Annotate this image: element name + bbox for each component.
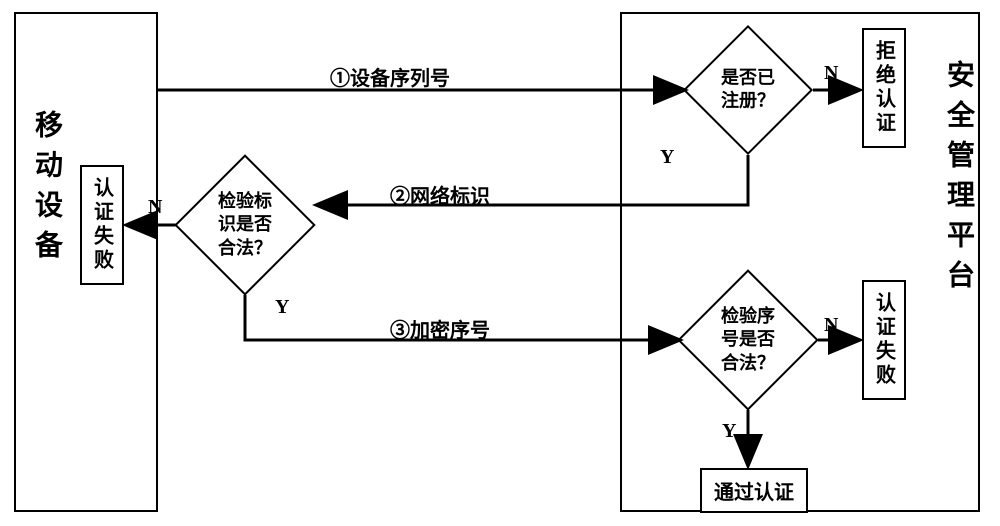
d2-n: N	[148, 196, 162, 219]
box-auth-fail-left: 认证失败	[80, 165, 124, 285]
d3-n: N	[824, 314, 838, 337]
d3-y: Y	[722, 420, 736, 443]
box-reject-auth: 拒绝认证	[862, 28, 906, 148]
arrow2-label: ②网络标识	[390, 180, 490, 209]
box-auth-pass: 通过认证	[700, 468, 808, 513]
diamond-check-serial: 检验序 号是否 合法？	[698, 290, 798, 390]
diamond-check-id: 检验标 识是否 合法？	[195, 175, 295, 275]
d2-y: Y	[275, 296, 289, 319]
d1-y: Y	[660, 146, 674, 169]
left-title: 移动设备	[26, 110, 66, 270]
arrow3-label: ③加密序号	[390, 314, 490, 343]
arrow1-label: ①设备序列号	[330, 62, 450, 91]
d1-n: N	[824, 62, 838, 85]
right-title: 安全管理平台	[938, 60, 978, 300]
box-auth-fail-right: 认证失败	[862, 280, 906, 400]
diamond-registered: 是否已 注册？	[702, 44, 794, 136]
